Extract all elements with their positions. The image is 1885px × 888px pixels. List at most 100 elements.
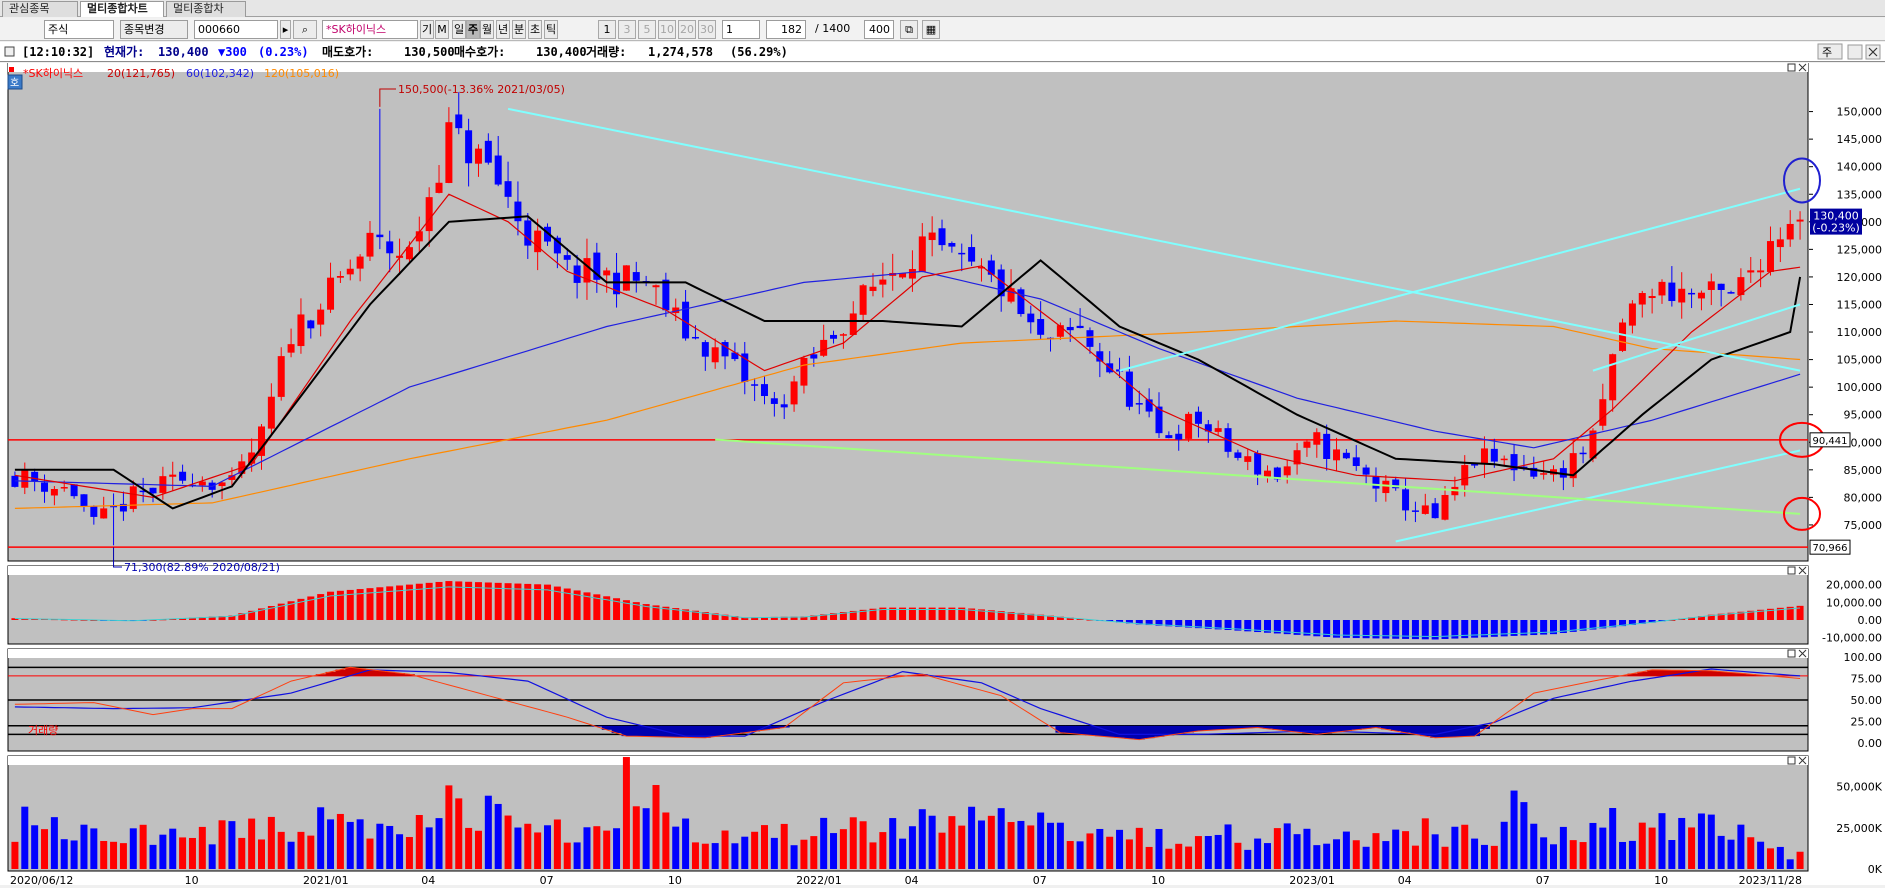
volume-bar xyxy=(475,831,482,869)
candle-body xyxy=(653,285,660,287)
next-symbol-icon[interactable]: ▸ xyxy=(280,20,291,39)
volume-bar xyxy=(909,826,916,869)
candle-body xyxy=(1422,505,1429,514)
candle-body xyxy=(1313,432,1320,444)
volume-bar xyxy=(1382,841,1389,869)
tab-multi-chart[interactable]: 멀티종합차트 xyxy=(80,1,164,17)
price-axis-label: 80,000 xyxy=(1844,491,1883,504)
volume-bar xyxy=(712,843,719,869)
volume-bar xyxy=(1718,836,1725,869)
volume-bar xyxy=(1165,849,1172,869)
volume-bar xyxy=(169,829,176,869)
interval-button[interactable]: 20 xyxy=(678,20,696,39)
candle-body xyxy=(1698,293,1705,299)
volume-bar xyxy=(1363,847,1370,869)
search-icon[interactable]: ⌕ xyxy=(293,20,317,39)
tab-multi-chart-2[interactable]: 멀티종합차 xyxy=(166,1,246,17)
volume-bar xyxy=(1136,828,1143,869)
display-count-input[interactable]: 400 xyxy=(864,20,894,39)
interval-label: 3 xyxy=(624,23,631,36)
period-button[interactable]: 월 xyxy=(480,20,494,39)
candle-body xyxy=(1244,456,1251,462)
volume-bar xyxy=(1402,831,1409,869)
interval-label: 10 xyxy=(660,23,674,36)
candle-body xyxy=(41,483,48,492)
change-symbol-button[interactable]: 종목변경 xyxy=(120,20,188,39)
candle-body xyxy=(1215,428,1222,432)
candle-body xyxy=(1658,282,1665,296)
candle-body xyxy=(958,253,965,255)
export-icon[interactable]: ⧉ xyxy=(900,20,918,39)
restore-icon[interactable] xyxy=(1848,45,1862,59)
chart-toolbar: 주식 종목변경 000660 ▸ ⌕ *SK하이닉스 기 M 1 182 / 1… xyxy=(0,18,1885,41)
small-button-1[interactable]: 기 xyxy=(420,20,434,39)
x-axis-label: 10 xyxy=(185,874,199,885)
stoch-oversold-fill xyxy=(1174,726,1184,734)
candle-body xyxy=(524,220,531,245)
interval-button[interactable]: 1 xyxy=(598,20,616,39)
candle-body xyxy=(1708,281,1715,290)
candle-body xyxy=(929,233,936,240)
candle-body xyxy=(1728,292,1735,294)
candle-body xyxy=(1777,239,1784,247)
symbol-name-field[interactable]: *SK하이닉스 xyxy=(322,20,418,39)
candle-body xyxy=(1343,453,1350,459)
period-button[interactable]: 주 xyxy=(466,20,480,39)
candle-body xyxy=(297,314,304,346)
stoch-oversold-fill xyxy=(1144,726,1154,738)
interval-button[interactable]: 30 xyxy=(698,20,716,39)
volume-bar xyxy=(860,821,867,869)
period-label: 초 xyxy=(530,23,540,36)
period-button[interactable]: 년 xyxy=(496,20,510,39)
volume-label: 거래량: xyxy=(586,44,626,59)
volume-bar xyxy=(998,808,1005,869)
volume-bar xyxy=(317,807,324,869)
symbol-name-value: *SK하이닉스 xyxy=(326,23,386,36)
calendar-icon[interactable]: ▦ xyxy=(922,20,940,39)
stoch-oversold-fill xyxy=(1115,726,1125,738)
small-button-2[interactable]: M xyxy=(435,20,449,39)
status-checkbox-icon[interactable] xyxy=(5,47,14,56)
market-select[interactable]: 주식 xyxy=(44,20,114,39)
volume-bar xyxy=(120,843,127,869)
period-label: 일 xyxy=(454,23,464,36)
volume-axis-label: 50,000K xyxy=(1836,781,1882,794)
candle-body xyxy=(288,344,295,352)
interval-button[interactable]: 10 xyxy=(658,20,676,39)
volume-bar xyxy=(366,839,373,869)
period-button[interactable]: 초 xyxy=(528,20,542,39)
volume-bar xyxy=(228,821,235,869)
candle-body xyxy=(71,484,78,496)
volume-bar xyxy=(495,804,502,869)
interval-button[interactable]: 5 xyxy=(638,20,656,39)
candle-body xyxy=(31,472,38,482)
chart-canvas[interactable]: 호 150,000145,000140,000135,000130,000125… xyxy=(0,63,1885,885)
volume-bar xyxy=(11,842,18,869)
volume-bar xyxy=(1353,840,1360,869)
x-axis-label: 07 xyxy=(1033,874,1047,885)
chart-area[interactable]: 호 150,000145,000140,000135,000130,000125… xyxy=(0,63,1885,885)
candle-body xyxy=(1027,314,1034,323)
period-button[interactable]: 분 xyxy=(512,20,526,39)
chart-tab-icon-label: 호 xyxy=(10,77,19,89)
volume-bar xyxy=(1225,824,1232,869)
period-button[interactable]: 일 xyxy=(452,20,466,39)
price-axis-label: 150,000 xyxy=(1837,106,1883,119)
candle-body xyxy=(860,285,867,315)
volume-bar xyxy=(1688,827,1695,869)
candle-body xyxy=(1718,284,1725,290)
volume-bar xyxy=(771,838,778,869)
stoch-oversold-fill xyxy=(720,726,730,735)
volume-bar xyxy=(1422,818,1429,869)
tab-watchlist[interactable]: 관심종목 xyxy=(2,1,78,17)
bar-count-input[interactable]: 182 xyxy=(766,20,806,39)
period-button[interactable]: 틱 xyxy=(544,20,558,39)
unit-select[interactable]: 1 xyxy=(722,20,760,39)
symbol-code-input[interactable]: 000660 xyxy=(194,20,278,39)
price-change: ▼300 xyxy=(218,45,247,59)
volume-bar xyxy=(1550,844,1557,869)
legend-ma120: 120(105,016) xyxy=(264,67,339,80)
price-panel-bg[interactable] xyxy=(8,63,1808,561)
interval-button[interactable]: 3 xyxy=(618,20,636,39)
candle-body xyxy=(820,340,827,356)
